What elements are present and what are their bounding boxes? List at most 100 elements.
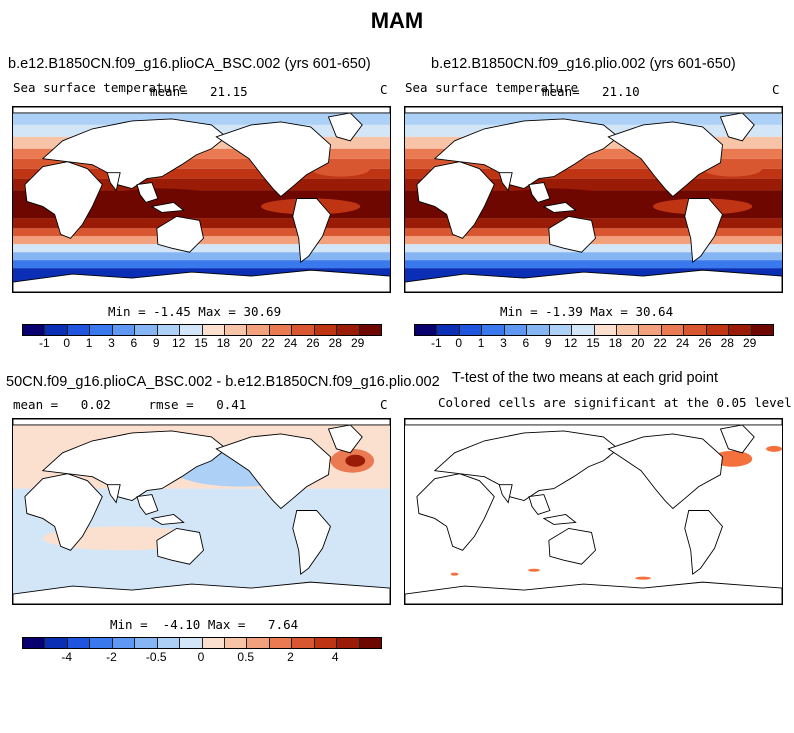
sst-band: [13, 148, 390, 159]
sst-band: [405, 252, 782, 261]
colorbar-swatch: [247, 325, 270, 335]
colorbar-swatch: [180, 638, 203, 648]
landmass: [607, 433, 723, 510]
panel3-colorbar: [22, 637, 382, 649]
landmass: [719, 112, 755, 142]
sst-band: [13, 244, 390, 253]
panel3-units: C: [380, 397, 388, 412]
landmass: [498, 484, 513, 504]
sst-band: [405, 260, 782, 269]
panel2-variable: Sea surface temperature: [405, 80, 579, 95]
colorbar-tick-label: 1: [85, 336, 93, 350]
panel2-map: [404, 106, 783, 293]
landmass: [684, 510, 723, 576]
colorbar-swatch: [639, 325, 662, 335]
landmass: [405, 419, 782, 426]
colorbar-swatch: [90, 325, 113, 335]
sst-map-plio: [405, 107, 782, 292]
panel2-title: b.e12.B1850CN.f09_g16.plio.002 (yrs 601-…: [431, 56, 736, 72]
panel2-colorbar: [414, 324, 774, 336]
landmass: [684, 198, 723, 264]
diff-warm-core: [345, 454, 366, 467]
colorbar-swatch: [437, 325, 460, 335]
landmass: [156, 527, 204, 565]
warm-pool: [92, 188, 232, 217]
colorbar-swatch: [504, 325, 528, 335]
colorbar-swatch: [135, 638, 158, 648]
colorbar-swatch: [549, 325, 573, 335]
landmass: [13, 419, 390, 426]
colorbar-tick-label: 0: [455, 336, 463, 350]
landmass: [13, 581, 390, 604]
landmass: [136, 182, 159, 204]
sst-band: [13, 260, 390, 269]
panel2-mean-value: 21.10: [602, 84, 640, 99]
colorbar-swatch: [616, 325, 640, 335]
colorbar-tick-label: 18: [216, 336, 231, 350]
landmass: [405, 581, 782, 604]
sst-band: [405, 178, 782, 191]
landmass: [607, 121, 723, 198]
colorbar-tick-label: 29: [742, 336, 757, 350]
sig-patch: [450, 572, 459, 576]
figure-title: MAM: [370, 8, 424, 33]
colorbar-swatch: [337, 638, 360, 648]
landmass: [405, 107, 782, 114]
colorbar-swatch: [292, 325, 315, 335]
colorbar-tick-label: 15: [586, 336, 600, 350]
colorbar-swatch: [337, 325, 360, 335]
colorbar-tick-label: 28: [328, 336, 342, 350]
landmass: [150, 514, 185, 525]
colorbar-swatch: [67, 325, 91, 335]
colorbar-swatch: [314, 638, 338, 648]
panel3-minmax: Min = -4.10 Max = 7.64: [110, 617, 299, 632]
landmass: [548, 527, 596, 565]
colorbar-swatch: [661, 325, 685, 335]
landmass: [106, 484, 121, 504]
sst-band: [405, 168, 782, 179]
colorbar-tick-label: -4: [61, 650, 73, 664]
sig-patch-atlantic: [712, 450, 753, 467]
panel3-stats: mean = 0.02 rmse = 0.41: [13, 397, 247, 412]
colorbar-tick-label: 22: [653, 336, 667, 350]
sst-band: [405, 218, 782, 229]
panel1-minmax: Min = -1.45 Max = 30.69: [108, 304, 282, 319]
landmass: [215, 433, 331, 510]
panel1-units: C: [380, 82, 388, 97]
colorbar-swatch: [292, 638, 315, 648]
colorbar-tick-label: 12: [171, 336, 186, 350]
landmass: [41, 430, 228, 502]
colorbar-swatch: [527, 325, 550, 335]
panel1-variable: Sea surface temperature: [13, 80, 187, 95]
colorbar-tick-label: 3: [500, 336, 507, 350]
sst-band: [405, 148, 782, 159]
colorbar-swatch: [135, 325, 158, 335]
colorbar-swatch: [112, 325, 136, 335]
colorbar-swatch: [157, 325, 181, 335]
sst-difference-map: [13, 419, 390, 604]
colorbar-swatch: [359, 638, 381, 648]
sst-band: [13, 252, 390, 261]
landmass: [433, 118, 620, 190]
colorbar-swatch: [202, 325, 225, 335]
landmass: [41, 118, 228, 190]
landmass: [106, 172, 121, 192]
significance-map: [405, 419, 782, 604]
colorbar-tick-label: -2: [106, 650, 117, 664]
colorbar-tick-label: -1: [39, 336, 50, 350]
landmass: [13, 269, 390, 292]
landmass: [292, 198, 331, 264]
colorbar-tick-label: 0: [63, 336, 71, 350]
panel3-title: 50CN.f09_g16.plioCA_BSC.002 - b.e12.B185…: [6, 374, 440, 390]
panel1-mean-value: 21.15: [210, 84, 248, 99]
landmass: [156, 215, 204, 253]
landmass: [215, 121, 331, 198]
landmass: [13, 107, 390, 114]
colorbar-swatch: [23, 638, 46, 648]
colorbar-swatch: [706, 325, 730, 335]
colorbar-swatch: [247, 638, 270, 648]
sst-band: [13, 178, 390, 191]
panel1-title: b.e12.B1850CN.f09_g16.plioCA_BSC.002 (yr…: [8, 56, 371, 72]
colorbar-tick-label: 12: [563, 336, 578, 350]
colorbar-tick-label: 20: [239, 336, 253, 350]
